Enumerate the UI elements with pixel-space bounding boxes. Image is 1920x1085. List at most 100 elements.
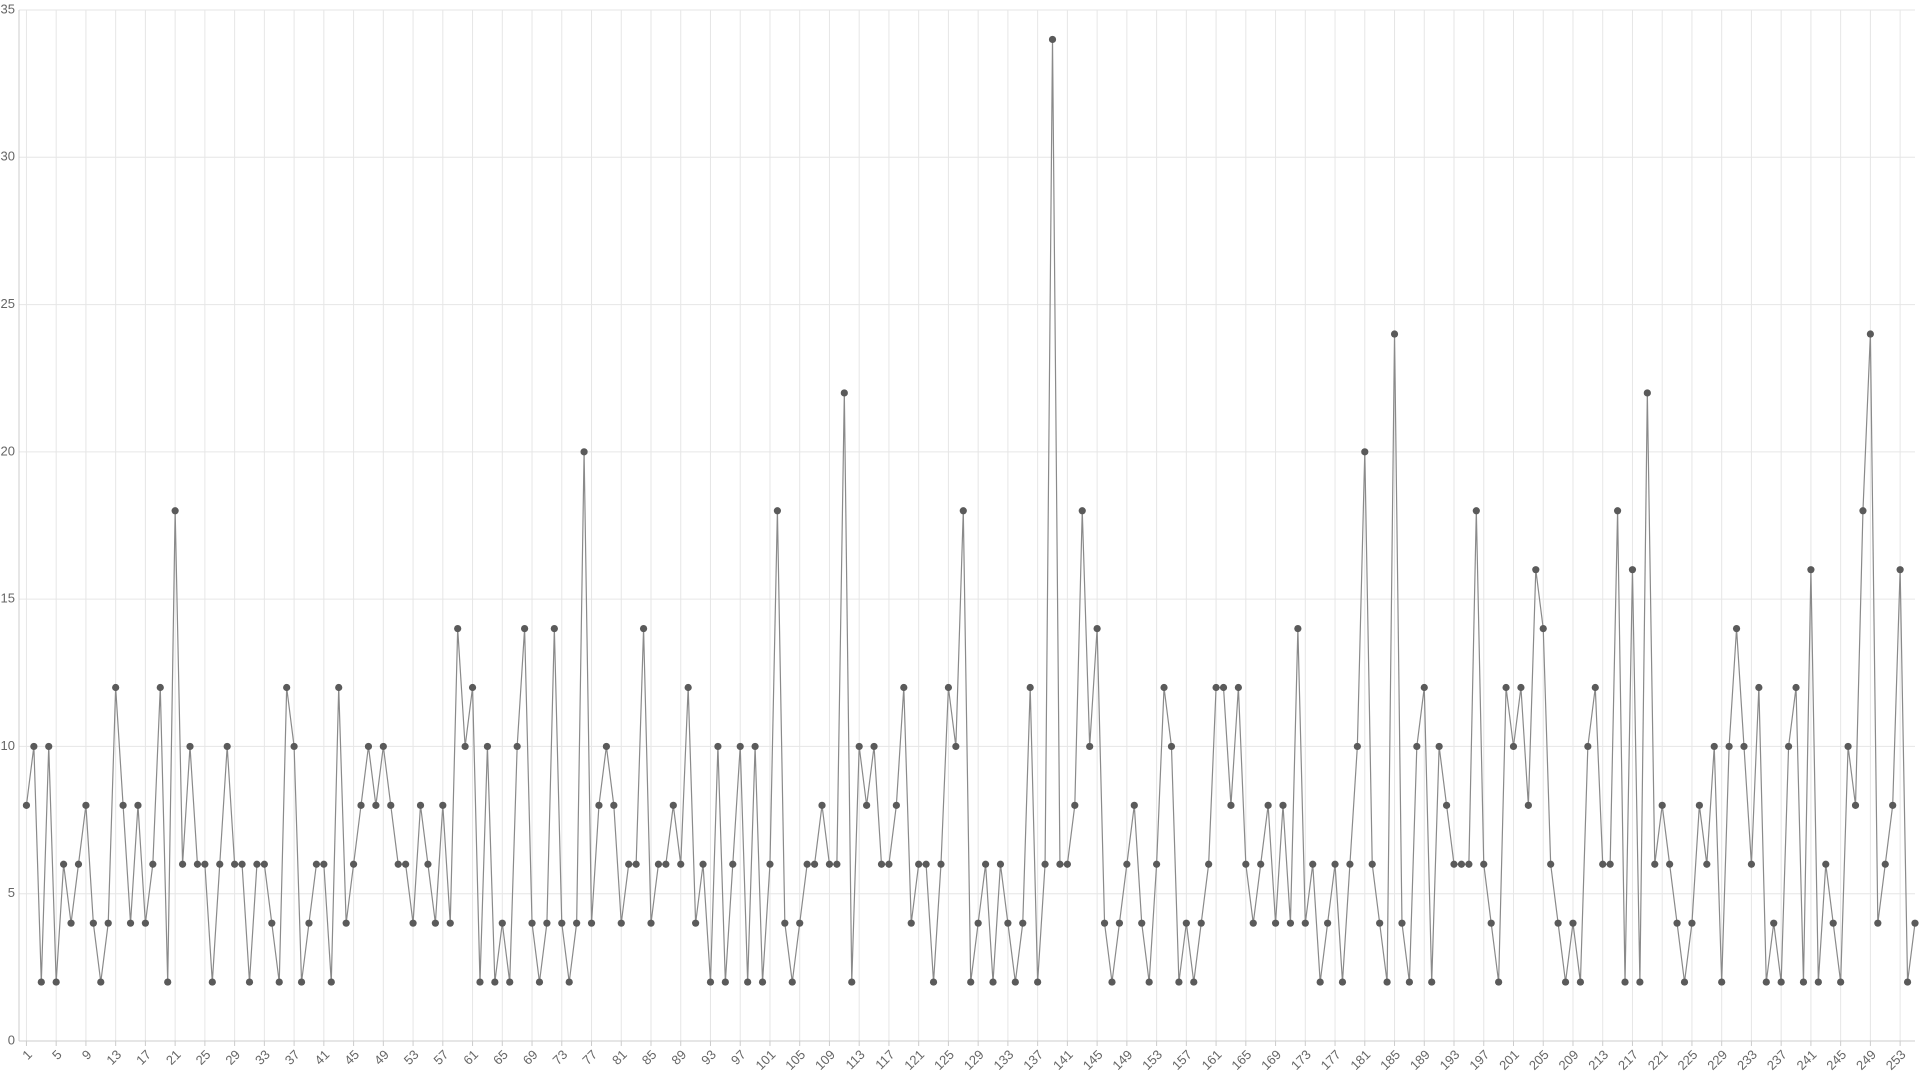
x-tick-label: 41 [312, 1047, 333, 1068]
data-point [275, 978, 283, 986]
x-tick-label: 85 [639, 1047, 660, 1068]
data-point [1673, 919, 1681, 927]
data-point [825, 860, 834, 868]
data-point [870, 742, 878, 751]
x-tick-label: 17 [133, 1047, 154, 1068]
x-tick-label: 129 [961, 1047, 987, 1073]
x-tick-label: 1 [19, 1047, 35, 1063]
data-point [164, 978, 172, 986]
data-point [424, 860, 432, 868]
data-point [305, 919, 313, 927]
x-tick-label: 13 [103, 1047, 124, 1068]
data-point [1450, 860, 1458, 868]
data-point [394, 860, 402, 868]
data-point [1167, 742, 1176, 751]
data-point [506, 978, 514, 986]
data-point [535, 978, 544, 986]
data-point [1651, 860, 1659, 868]
data-point [692, 919, 700, 927]
data-point [922, 860, 930, 868]
data-point [1539, 625, 1547, 633]
data-point [1294, 625, 1302, 633]
data-point [1903, 978, 1912, 986]
data-point [810, 860, 819, 868]
y-tick-label: 35 [1, 1, 15, 16]
data-point [595, 801, 603, 809]
data-point [625, 860, 633, 868]
data-point [1807, 566, 1815, 574]
data-point [1777, 978, 1785, 986]
data-point [1517, 683, 1525, 692]
data-point [476, 978, 484, 986]
data-point [1123, 860, 1131, 868]
data-point [119, 801, 127, 809]
x-tick-label: 125 [931, 1047, 957, 1073]
data-point [1881, 860, 1889, 868]
data-point [1725, 742, 1733, 751]
x-tick-label: 105 [782, 1047, 808, 1073]
x-tick-label: 249 [1853, 1047, 1879, 1073]
x-tick-label: 81 [609, 1047, 630, 1068]
x-tick-label: 121 [901, 1047, 927, 1073]
x-tick-label: 177 [1318, 1047, 1344, 1073]
data-point [513, 742, 521, 751]
data-point [736, 742, 744, 751]
data-point [1338, 978, 1347, 986]
data-point [1599, 860, 1607, 868]
x-tick-label: 149 [1109, 1047, 1135, 1073]
x-tick-label: 165 [1228, 1047, 1254, 1073]
data-point [1718, 978, 1726, 986]
x-tick-label: 77 [579, 1047, 600, 1068]
x-tick-label: 185 [1377, 1047, 1403, 1073]
data-point [1004, 919, 1012, 927]
data-point [602, 742, 610, 751]
data-point [22, 801, 31, 809]
data-point [706, 978, 715, 986]
data-point [1041, 860, 1049, 868]
x-tick-label: 117 [872, 1047, 897, 1072]
data-point [900, 683, 908, 692]
data-point [1145, 978, 1153, 986]
data-point [268, 919, 276, 927]
data-point [1286, 919, 1295, 927]
data-point [1331, 860, 1339, 868]
data-point [1532, 566, 1540, 574]
data-point [1688, 919, 1696, 927]
x-tick-label: 245 [1823, 1047, 1849, 1073]
data-point [223, 742, 231, 751]
data-point [855, 742, 863, 751]
data-point [1584, 742, 1592, 751]
data-point [45, 742, 53, 751]
data-point [1086, 742, 1094, 751]
data-point [1160, 683, 1168, 692]
y-tick-label: 30 [1, 149, 15, 164]
x-tick-label: 209 [1556, 1047, 1582, 1073]
x-tick-label: 21 [163, 1047, 184, 1068]
data-point [1056, 860, 1064, 868]
data-point [1324, 919, 1332, 927]
x-tick-label: 101 [753, 1047, 779, 1073]
data-point [1011, 978, 1019, 986]
data-point [981, 860, 990, 868]
data-point [1227, 801, 1235, 809]
data-point [1420, 683, 1428, 692]
data-point [818, 801, 826, 809]
data-point [974, 919, 982, 927]
data-point [1814, 978, 1822, 986]
data-point [112, 683, 120, 692]
data-point [840, 389, 848, 397]
x-tick-label: 69 [520, 1047, 541, 1068]
y-tick-label: 10 [1, 738, 15, 753]
data-point [320, 860, 328, 868]
data-point [751, 742, 759, 751]
data-point [1093, 625, 1101, 633]
data-point [290, 742, 298, 751]
y-tick-label: 0 [8, 1032, 15, 1047]
data-point [260, 860, 268, 868]
data-point [610, 801, 618, 809]
data-point [208, 978, 216, 986]
data-point [1130, 801, 1138, 809]
data-point [1799, 978, 1808, 986]
data-point [1138, 919, 1146, 927]
